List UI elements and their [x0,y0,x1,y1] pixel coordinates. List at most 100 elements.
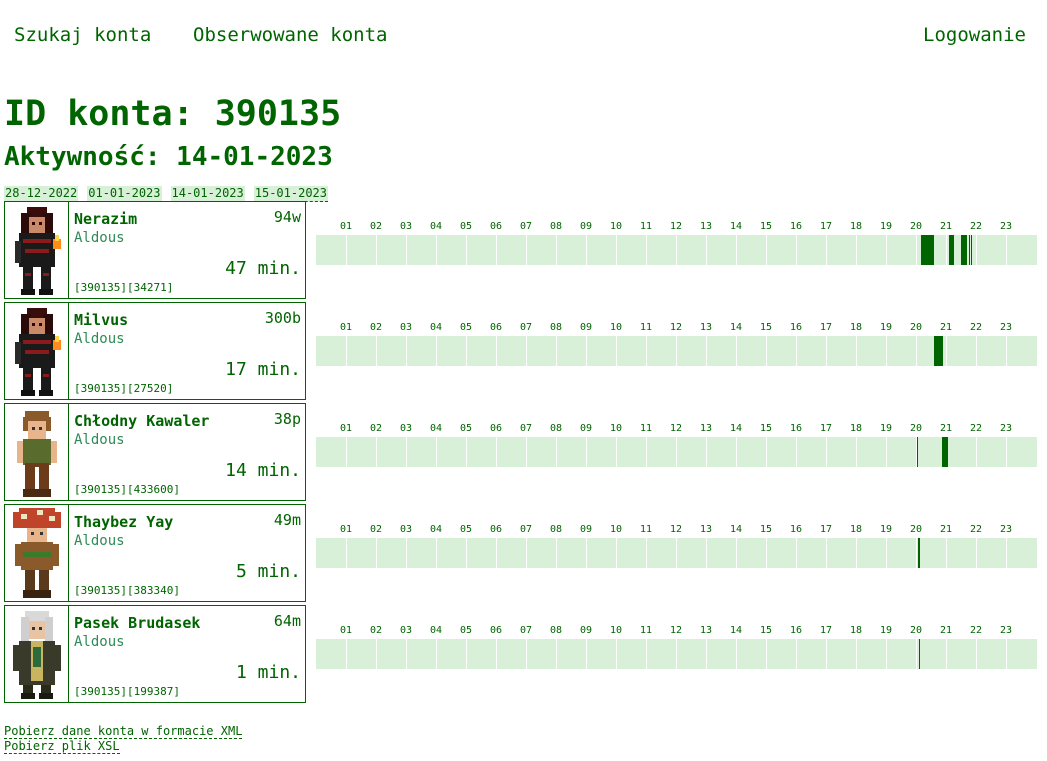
avatar [5,202,69,298]
hour-gridline [466,235,467,265]
character-name[interactable]: Thaybez Yay [74,513,174,531]
hour-labels: 01 02 03 04 05 06 07 08 09 10 11 12 13 14 15 16 17 18 19 20… [316,423,1037,437]
hour-label: 17 [819,625,833,636]
hour-gridline [856,336,857,366]
avatar [5,404,69,500]
hour-label: 10 [609,625,623,636]
hour-gridline [616,235,617,265]
hour-label: 09 [579,625,593,636]
character-ids: [390135][34271] [74,281,174,294]
hour-label: 05 [459,524,473,535]
activity-segment [917,538,920,568]
character-name[interactable]: Nerazim [74,210,138,228]
hour-gridline [916,538,917,568]
hour-gridline [976,437,977,467]
hour-label: 02 [369,322,383,333]
hour-gridline [406,639,407,669]
character-name[interactable]: Milvus [74,311,129,329]
hour-label: 07 [519,524,533,535]
hour-gridline [586,538,587,568]
hour-label: 22 [969,524,983,535]
hour-label: 15 [759,423,773,434]
hour-label: 21 [939,524,953,535]
hour-label: 10 [609,322,623,333]
hour-gridline [916,437,917,467]
mushroom-hat-icon [13,508,61,598]
character-card: Thaybez Yay 49m Aldous 5 min. [390135][3… [4,504,306,602]
hour-label: 04 [429,625,443,636]
character-level: 64m [273,612,301,630]
hour-gridline [346,538,347,568]
hour-label: 23 [999,524,1013,535]
hour-label: 15 [759,322,773,333]
hour-gridline [496,336,497,366]
hour-label: 07 [519,322,533,333]
hour-label: 09 [579,221,593,232]
hour-label: 22 [969,625,983,636]
hour-label: 07 [519,221,533,232]
hour-gridline [526,639,527,669]
date-link[interactable]: 01-01-2023 [87,186,162,202]
hour-label: 04 [429,423,443,434]
activity-segment [941,437,948,467]
footer-links: Pobierz dane konta w formacie XML Pobier… [4,724,243,754]
hour-gridline [406,336,407,366]
activity-timeline: 01 02 03 04 05 06 07 08 09 10 11 12 13 14 15 16 17 18 19 20… [316,524,1037,569]
hour-label: 03 [399,423,413,434]
hour-gridline [436,538,437,568]
hour-label: 14 [729,423,743,434]
hour-label: 13 [699,322,713,333]
activity-segment [970,235,972,265]
date-link[interactable]: 15-01-2023 [253,186,328,202]
hour-gridline [946,336,947,366]
hour-gridline [886,336,887,366]
hour-label: 11 [639,423,653,434]
hour-gridline [856,538,857,568]
hour-gridline [856,235,857,265]
character-name[interactable]: Chłodny Kawaler [74,412,210,430]
hour-gridline [586,235,587,265]
hour-gridline [556,538,557,568]
hour-label: 12 [669,423,683,434]
hour-label: 21 [939,221,953,232]
download-xsl-link[interactable]: Pobierz plik XSL [4,739,120,754]
hour-gridline [646,437,647,467]
character-name[interactable]: Pasek Brudasek [74,614,201,632]
hour-label: 05 [459,625,473,636]
young-hunter-icon [17,411,57,497]
activity-timeline: 01 02 03 04 05 06 07 08 09 10 11 12 13 14 15 16 17 18 19 20… [316,423,1037,468]
hour-gridline [526,235,527,265]
hour-label: 17 [819,423,833,434]
hour-gridline [376,336,377,366]
hour-label: 15 [759,524,773,535]
hour-gridline [736,639,737,669]
hour-gridline [556,639,557,669]
hour-gridline [1006,538,1007,568]
white-haired-mage-icon [13,611,61,699]
hour-gridline [916,336,917,366]
character-card: Pasek Brudasek 64m Aldous 1 min. [390135… [4,605,306,703]
character-world: Aldous [74,533,125,549]
character-ids: [390135][199387] [74,685,180,698]
activity-timeline: 01 02 03 04 05 06 07 08 09 10 11 12 13 14 15 16 17 18 19 20… [316,221,1037,266]
hour-label: 16 [789,625,803,636]
character-list: Nerazim 94w Aldous 47 min. [390135][3427… [4,201,1037,706]
nav-search-account-link[interactable]: Szukaj konta [14,24,152,46]
nav-login-link[interactable]: Logowanie [923,24,1026,46]
hour-gridline [466,639,467,669]
activity-bar [316,336,1037,366]
download-xml-link[interactable]: Pobierz dane konta w formacie XML [4,724,243,739]
date-link[interactable]: 28-12-2022 [4,186,79,202]
hour-label: 04 [429,322,443,333]
hour-gridline [556,336,557,366]
hour-gridline [436,336,437,366]
hour-label: 07 [519,423,533,434]
hour-gridline [496,538,497,568]
hour-gridline [556,437,557,467]
hour-gridline [946,538,947,568]
nav-watched-accounts-link[interactable]: Obserwowane konta [193,24,388,46]
character-world: Aldous [74,230,125,246]
activity-segment [920,235,934,265]
hour-label: 08 [549,221,563,232]
date-link[interactable]: 14-01-2023 [170,186,245,202]
